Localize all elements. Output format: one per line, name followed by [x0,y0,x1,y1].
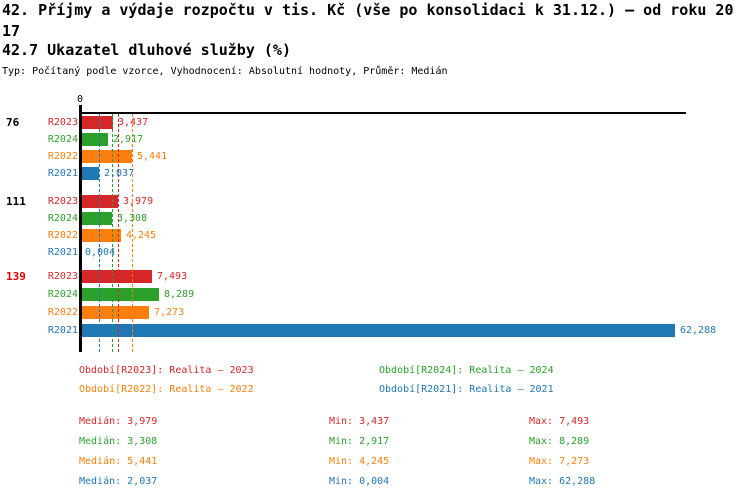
bar-value-label: 2,917 [113,134,144,145]
axis-zero-tick-label: 0 [76,94,84,105]
bar-value-label: 3,308 [117,213,148,224]
bar-series-label: R2023 [47,271,78,282]
bar-value-label: 3,979 [123,196,154,207]
stat-max: Max: 8,289 [529,436,590,447]
bar-value-label: 7,493 [157,271,188,282]
bar [80,324,675,337]
bar-value-label: 4,245 [126,230,157,241]
bar-series-label: R2022 [47,307,78,318]
bar-value-label: 3,437 [118,117,149,128]
stat-max: Max: 62,288 [529,476,596,487]
bar [80,133,108,146]
bar-series-label: R2024 [47,289,78,300]
stat-max: Max: 7,493 [529,416,590,427]
group-label: 139 [6,270,26,283]
y-axis-line [79,105,82,352]
stat-median: Medián: 3,308 [79,436,158,447]
stat-median: Medián: 3,979 [79,416,158,427]
stat-min: Min: 2,917 [329,436,390,447]
bar-series-label: R2024 [47,213,78,224]
stat-min: Min: 4,245 [329,456,390,467]
bar-series-label: R2024 [47,134,78,145]
bar [80,270,152,283]
legend-item-R2023: Období[R2023]: Realita – 2023 [79,365,254,376]
chart-meta-line: Typ: Počítaný podle vzorce, Vyhodnocení:… [2,66,448,77]
legend-item-R2022: Období[R2022]: Realita – 2022 [79,384,254,395]
bar-series-label: R2021 [47,168,78,179]
x-axis-line [80,112,686,114]
stat-median: Medián: 2,037 [79,476,158,487]
bar [80,306,149,319]
bar [80,150,132,163]
bar-value-label: 8,289 [164,289,195,300]
legend-item-R2024: Období[R2024]: Realita – 2024 [379,365,554,376]
bar [80,116,113,129]
stat-max: Max: 7,273 [529,456,590,467]
page-title: 42. Příjmy a výdaje rozpočtu v tis. Kč (… [2,1,734,40]
median-line-R2023 [118,114,119,352]
group-label: 111 [6,195,26,208]
bar [80,229,121,242]
bar [80,167,99,180]
bar-series-label: R2021 [47,325,78,336]
stat-median: Medián: 5,441 [79,456,158,467]
bar [80,288,159,301]
bar-series-label: R2021 [47,247,78,258]
bar-series-label: R2022 [47,151,78,162]
bar [80,212,112,225]
bar-value-label: 2,037 [104,168,135,179]
bar-series-label: R2023 [47,117,78,128]
chart-title: 42.7 Ukazatel dluhové služby (%) [2,41,291,59]
median-line-R2021 [99,114,100,352]
median-line-R2024 [112,114,113,352]
bar-value-label: 62,288 [680,325,717,336]
bar-series-label: R2023 [47,196,78,207]
bar-value-label: 0,004 [85,247,116,258]
group-label: 76 [6,116,20,129]
bar-value-label: 5,441 [137,151,168,162]
stat-min: Min: 0,004 [329,476,390,487]
legend-item-R2021: Období[R2021]: Realita – 2021 [379,384,554,395]
median-line-R2022 [132,114,133,352]
bar-value-label: 7,273 [154,307,185,318]
stat-min: Min: 3,437 [329,416,390,427]
bar-series-label: R2022 [47,230,78,241]
